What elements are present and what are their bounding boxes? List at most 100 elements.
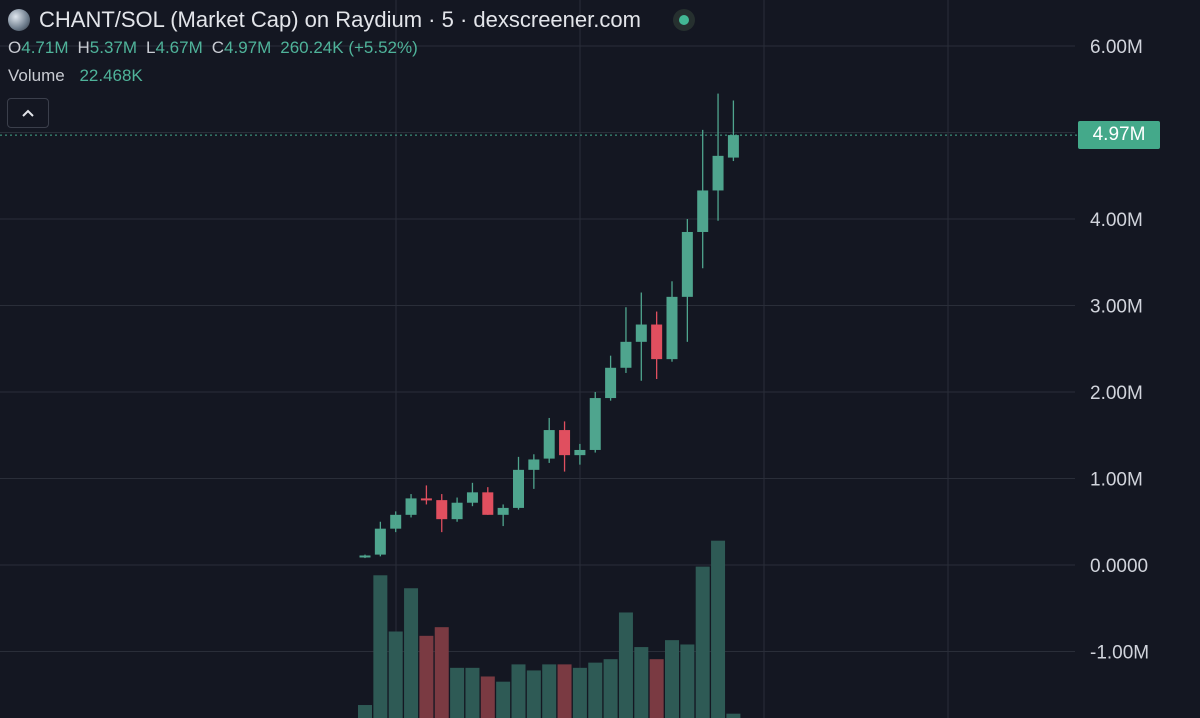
candle	[466, 482, 478, 507]
last-price-tag: 4.97M	[1078, 121, 1160, 149]
volume-bar	[542, 664, 557, 718]
candle-body	[359, 555, 371, 558]
candle-body	[528, 459, 540, 470]
volume-bar	[634, 647, 649, 718]
volume-bar	[419, 635, 434, 718]
volume-bar	[511, 664, 526, 718]
low-label: L	[146, 38, 156, 57]
candle	[436, 494, 448, 533]
y-tick-label: -1.00M	[1090, 643, 1149, 664]
candle	[482, 487, 494, 515]
candle-body	[374, 528, 386, 555]
candle-body	[605, 367, 617, 399]
collapse-legend-button[interactable]	[7, 98, 49, 128]
chevron-up-icon	[22, 109, 34, 117]
volume-bar	[557, 664, 572, 718]
price-axis[interactable]: 6.00M 4.00M 3.00M 2.00M 1.00M 0.0000 -1.00M	[1090, 37, 1149, 664]
volume-bar	[388, 631, 403, 718]
volume-bar	[526, 670, 541, 718]
candle-body	[651, 324, 663, 360]
candle	[405, 494, 417, 518]
volume-bar	[726, 713, 741, 718]
volume-bar	[695, 566, 710, 718]
volume-bar	[358, 705, 372, 718]
candle-body	[589, 398, 601, 450]
candles	[359, 93, 739, 559]
candle	[605, 355, 617, 401]
candle	[420, 485, 432, 505]
close-value: 4.97M	[224, 38, 272, 57]
y-tick-label: 3.00M	[1090, 297, 1143, 318]
candle-body	[482, 492, 494, 515]
open-label: O	[8, 38, 22, 57]
volume-bar	[465, 667, 480, 718]
token-logo-icon	[8, 9, 30, 31]
candle-body	[466, 492, 478, 503]
chart-grid	[0, 0, 1075, 718]
volume-row: Volume 22.468K	[8, 66, 695, 86]
candle-body	[436, 500, 448, 520]
candle-body	[635, 324, 647, 342]
volume-bar	[572, 667, 587, 718]
volume-bars	[358, 540, 741, 718]
candle-body	[727, 135, 739, 158]
high-value: 5.37M	[89, 38, 138, 57]
candle	[712, 93, 724, 221]
candle	[559, 421, 571, 472]
chart-header: CHANT/SOL (Market Cap) on Raydium · 5 · …	[8, 6, 695, 86]
candle	[651, 311, 663, 380]
candle-body	[681, 231, 693, 297]
volume-bar	[680, 644, 695, 718]
candle	[681, 219, 693, 342]
candle	[359, 554, 371, 559]
live-status-icon	[672, 9, 695, 31]
close-label: C	[211, 38, 225, 57]
high-label: H	[77, 38, 90, 57]
candle	[390, 511, 402, 533]
candle	[727, 100, 739, 162]
candle-body	[620, 341, 632, 368]
candle-body	[451, 502, 463, 520]
volume-label: Volume	[8, 66, 65, 85]
volume-bar	[480, 676, 495, 718]
candle-body	[405, 498, 417, 515]
open-value: 4.71M	[21, 38, 69, 57]
candle	[620, 307, 632, 373]
candle-body	[712, 155, 724, 191]
volume-bar	[373, 575, 388, 718]
volume-bar	[711, 540, 726, 718]
candle-body	[513, 469, 524, 508]
volume-bar	[649, 659, 664, 718]
candle	[666, 281, 678, 362]
title-row: CHANT/SOL (Market Cap) on Raydium · 5 · …	[8, 6, 695, 34]
change-value: 260.24K (+5.52%)	[280, 38, 418, 57]
candle-body	[666, 296, 678, 360]
candle	[589, 392, 601, 453]
volume-bar	[588, 662, 603, 718]
candle-body	[420, 498, 432, 501]
candle-body	[559, 430, 571, 456]
candle-body	[697, 190, 709, 232]
volume-bar	[665, 640, 679, 718]
volume-bar	[434, 627, 449, 718]
candle	[497, 504, 509, 527]
ohlc-row: O 4.71M H 5.37M L 4.67M C 4.97M 260.24K …	[8, 38, 695, 58]
volume-bar	[603, 659, 618, 718]
y-tick-label: 0.0000	[1090, 556, 1148, 577]
volume-bar	[450, 667, 465, 718]
y-tick-label: 6.00M	[1090, 37, 1143, 58]
candle	[574, 443, 586, 465]
candle-body	[497, 507, 509, 515]
y-tick-label: 2.00M	[1090, 383, 1143, 404]
candle	[374, 521, 386, 557]
candle	[451, 497, 463, 522]
candle	[528, 454, 540, 489]
candle	[697, 129, 709, 269]
candle-body	[390, 514, 402, 529]
low-value: 4.67M	[155, 38, 203, 57]
candle	[543, 417, 555, 463]
volume-bar	[496, 681, 511, 718]
chart-title: CHANT/SOL (Market Cap) on Raydium · 5 · …	[39, 7, 641, 32]
volume-value: 22.468K	[79, 66, 143, 85]
